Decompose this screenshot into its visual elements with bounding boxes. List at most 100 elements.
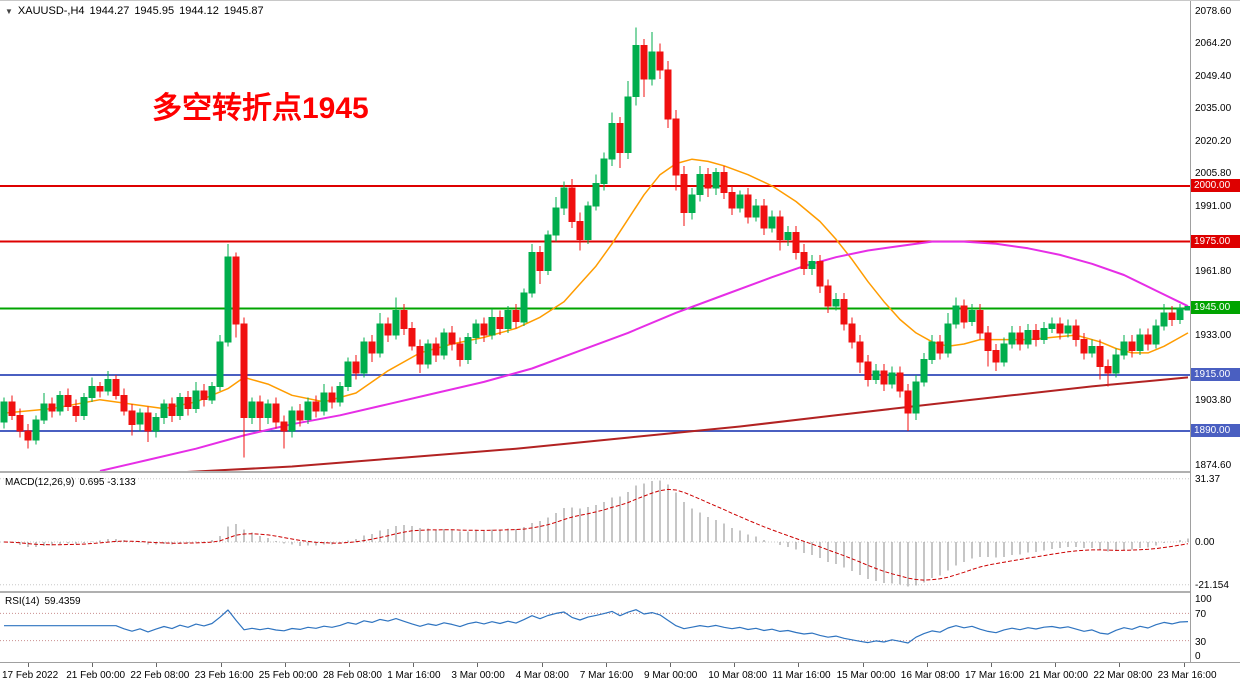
candle-body: [448, 332, 456, 345]
candle-body: [936, 341, 944, 354]
candle-body: [120, 394, 128, 412]
candle-body: [144, 412, 152, 432]
time-axis-tick: [413, 663, 415, 667]
candle-body: [520, 292, 528, 323]
candle-body: [568, 187, 576, 223]
candle-body: [0, 401, 8, 423]
candle-body: [640, 45, 648, 80]
macd-axis-label: 31.37: [1195, 473, 1221, 485]
rsi-indicator-chart[interactable]: [0, 593, 1190, 661]
candle-body: [928, 341, 936, 361]
candle-body: [72, 405, 80, 416]
candle-body: [1112, 354, 1120, 374]
time-axis-label: 17 Mar 16:00: [965, 670, 1024, 681]
candle-body: [1080, 339, 1088, 354]
time-axis-tick: [284, 663, 286, 667]
candle-body: [432, 343, 440, 356]
candle-body: [624, 96, 632, 154]
rsi-label-row: RSI(14) 59.4359: [5, 596, 86, 607]
rsi-axis-label: 100: [1195, 594, 1212, 605]
candle-body: [864, 361, 872, 381]
time-axis-tick: [92, 663, 94, 667]
candle-body: [168, 403, 176, 416]
candle-body: [152, 417, 160, 432]
candle-body: [296, 410, 304, 421]
time-axis-label: 23 Mar 16:00: [1157, 670, 1217, 681]
candle-body: [912, 381, 920, 414]
candle-body: [592, 183, 600, 207]
time-axis-tick: [670, 663, 671, 667]
time-axis-tick: [798, 663, 800, 667]
time-axis-label: 22 Mar 08:00: [1093, 670, 1153, 681]
candle-body: [488, 316, 496, 336]
candle-body: [1168, 312, 1176, 320]
candle-body: [968, 310, 976, 323]
candle-body: [896, 372, 904, 392]
panel-separator-macd[interactable]: [0, 471, 1240, 473]
candle-body: [280, 421, 288, 432]
price-axis-label: 2020.20: [1195, 135, 1232, 147]
time-axis-tick: [541, 663, 543, 667]
candle-body: [192, 390, 200, 410]
candle-body: [1064, 325, 1072, 334]
rsi-axis-label: 70: [1195, 609, 1207, 621]
ohlc-low: 1944.12: [179, 5, 219, 17]
candle-body: [1176, 307, 1184, 320]
candle-body: [736, 194, 744, 209]
candle-body: [112, 379, 120, 396]
macd-indicator-chart[interactable]: [0, 473, 1190, 591]
time-axis-label: 25 Feb 00:00: [258, 670, 318, 681]
candle-body: [552, 207, 560, 236]
candle-body: [848, 323, 856, 343]
candle-body: [832, 299, 840, 307]
symbol-dropdown-icon[interactable]: ▼: [5, 7, 13, 16]
price-axis-label: 1961.80: [1195, 265, 1232, 277]
candle-body: [840, 299, 848, 325]
candle-body: [496, 316, 504, 329]
candle-body: [504, 310, 512, 329]
price-axis-label: 2035.00: [1195, 102, 1232, 114]
rsi-line: [4, 609, 1189, 644]
candle-body: [368, 341, 376, 354]
candle-body: [160, 403, 168, 419]
candle-body: [104, 379, 112, 392]
candle-body: [752, 205, 760, 218]
rsi-current-value: 59.4359: [44, 596, 81, 607]
candle-body: [944, 323, 952, 354]
candle-body: [872, 370, 880, 381]
candle-body: [616, 123, 624, 153]
overlay-ma-fast: [3, 158, 1189, 414]
candle-body: [256, 401, 264, 418]
macd-histogram: [11, 480, 1189, 587]
candle-body: [480, 323, 488, 336]
time-axis-tick: [1119, 663, 1121, 667]
candle-body: [1136, 334, 1144, 352]
time-axis-label: 21 Mar 00:00: [1029, 670, 1089, 681]
candles-layer: [0, 27, 1190, 458]
candlestick-chart[interactable]: [0, 1, 1190, 471]
time-axis-label: 9 Mar 00:00: [644, 670, 698, 681]
candle-body: [920, 359, 928, 383]
time-axis-tick: [1055, 663, 1057, 667]
time-axis-tick: [926, 663, 928, 667]
price-badge-1915.00: 1915.00: [1191, 368, 1240, 382]
candle-body: [1128, 341, 1136, 352]
candle-body: [376, 323, 384, 354]
time-axis-tick: [734, 663, 736, 667]
candle-body: [1120, 341, 1128, 356]
candle-body: [344, 361, 352, 387]
price-axis-label: 1933.00: [1195, 330, 1232, 342]
time-axis-label: 15 Mar 00:00: [836, 670, 896, 681]
candle-body: [456, 343, 464, 361]
candle-body: [1160, 312, 1168, 327]
candle-body: [208, 385, 216, 401]
panel-separator-rsi[interactable]: [0, 591, 1240, 593]
time-axis[interactable]: 17 Feb 2022 21 Feb 00:00 22 Feb 08:00 23 Fe…: [0, 662, 1240, 689]
candle-body: [1088, 345, 1096, 354]
price-axis[interactable]: 2078.60 2064.20 2049.40 2035.00 2020.20 2005.…: [1190, 1, 1240, 662]
candle-body: [584, 205, 592, 240]
candle-body: [536, 252, 544, 271]
time-axis-tick: [862, 663, 864, 667]
candle-body: [232, 256, 240, 325]
